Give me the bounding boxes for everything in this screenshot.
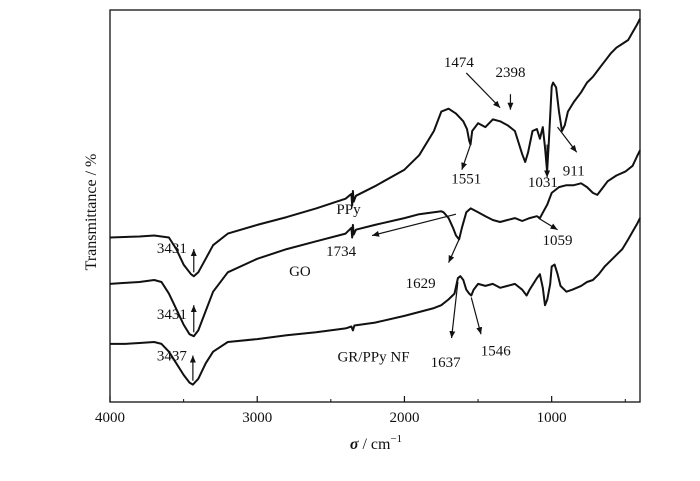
annotation-arrow [470, 297, 483, 335]
annotation-arrow [465, 72, 501, 109]
spectra-lines [109, 18, 641, 386]
annotation-arrow [449, 281, 459, 339]
peak-label: 2398 [495, 65, 525, 81]
peak-annotations: 3431 3431 3437 1474 2398 1551 1031 911 1734 1629 1… [157, 55, 585, 381]
series-line [109, 18, 641, 278]
peak-label: 1551 [451, 171, 481, 187]
series-labels: PPy GO GR/PPy NF [289, 202, 410, 365]
series-line [110, 217, 641, 386]
annotation-arrow [371, 213, 457, 237]
annotation-arrow [461, 144, 472, 170]
x-tick-label: 3000 [242, 410, 272, 426]
x-axis-unit: / cm [358, 436, 391, 453]
annotation-arrow [557, 126, 578, 153]
x-axis-ticks: 4000 3000 2000 1000 [95, 396, 626, 426]
peak-label: 1637 [431, 355, 462, 371]
x-tick-label: 2000 [389, 410, 419, 426]
x-axis-label: σ / cm−1 [350, 433, 402, 453]
plot-frame [109, 9, 641, 403]
x-axis-symbol: σ [350, 436, 359, 453]
peak-label: 1629 [406, 276, 436, 292]
peak-label: 1734 [326, 244, 357, 260]
y-axis-label: Transmittance / % [83, 154, 100, 271]
peak-label: 911 [563, 164, 585, 180]
plot-border [109, 9, 641, 403]
series-label: PPy [336, 202, 361, 218]
peak-label: 1474 [444, 55, 475, 71]
peak-label: 1546 [481, 344, 512, 360]
peak-label: 1059 [543, 233, 573, 249]
x-tick-label: 4000 [95, 410, 125, 426]
annotation-arrow [538, 217, 558, 231]
series-label: GO [289, 264, 311, 280]
series-label: GR/PPy NF [337, 349, 409, 365]
series-line [109, 149, 641, 338]
peak-label: 3431 [157, 307, 187, 323]
peak-label: 3431 [157, 241, 187, 257]
peak-label: 1031 [528, 175, 558, 191]
x-axis-exponent: −1 [390, 433, 402, 445]
x-tick-label: 1000 [537, 410, 567, 426]
peak-label: 3437 [157, 348, 188, 364]
annotation-arrow [448, 239, 460, 263]
